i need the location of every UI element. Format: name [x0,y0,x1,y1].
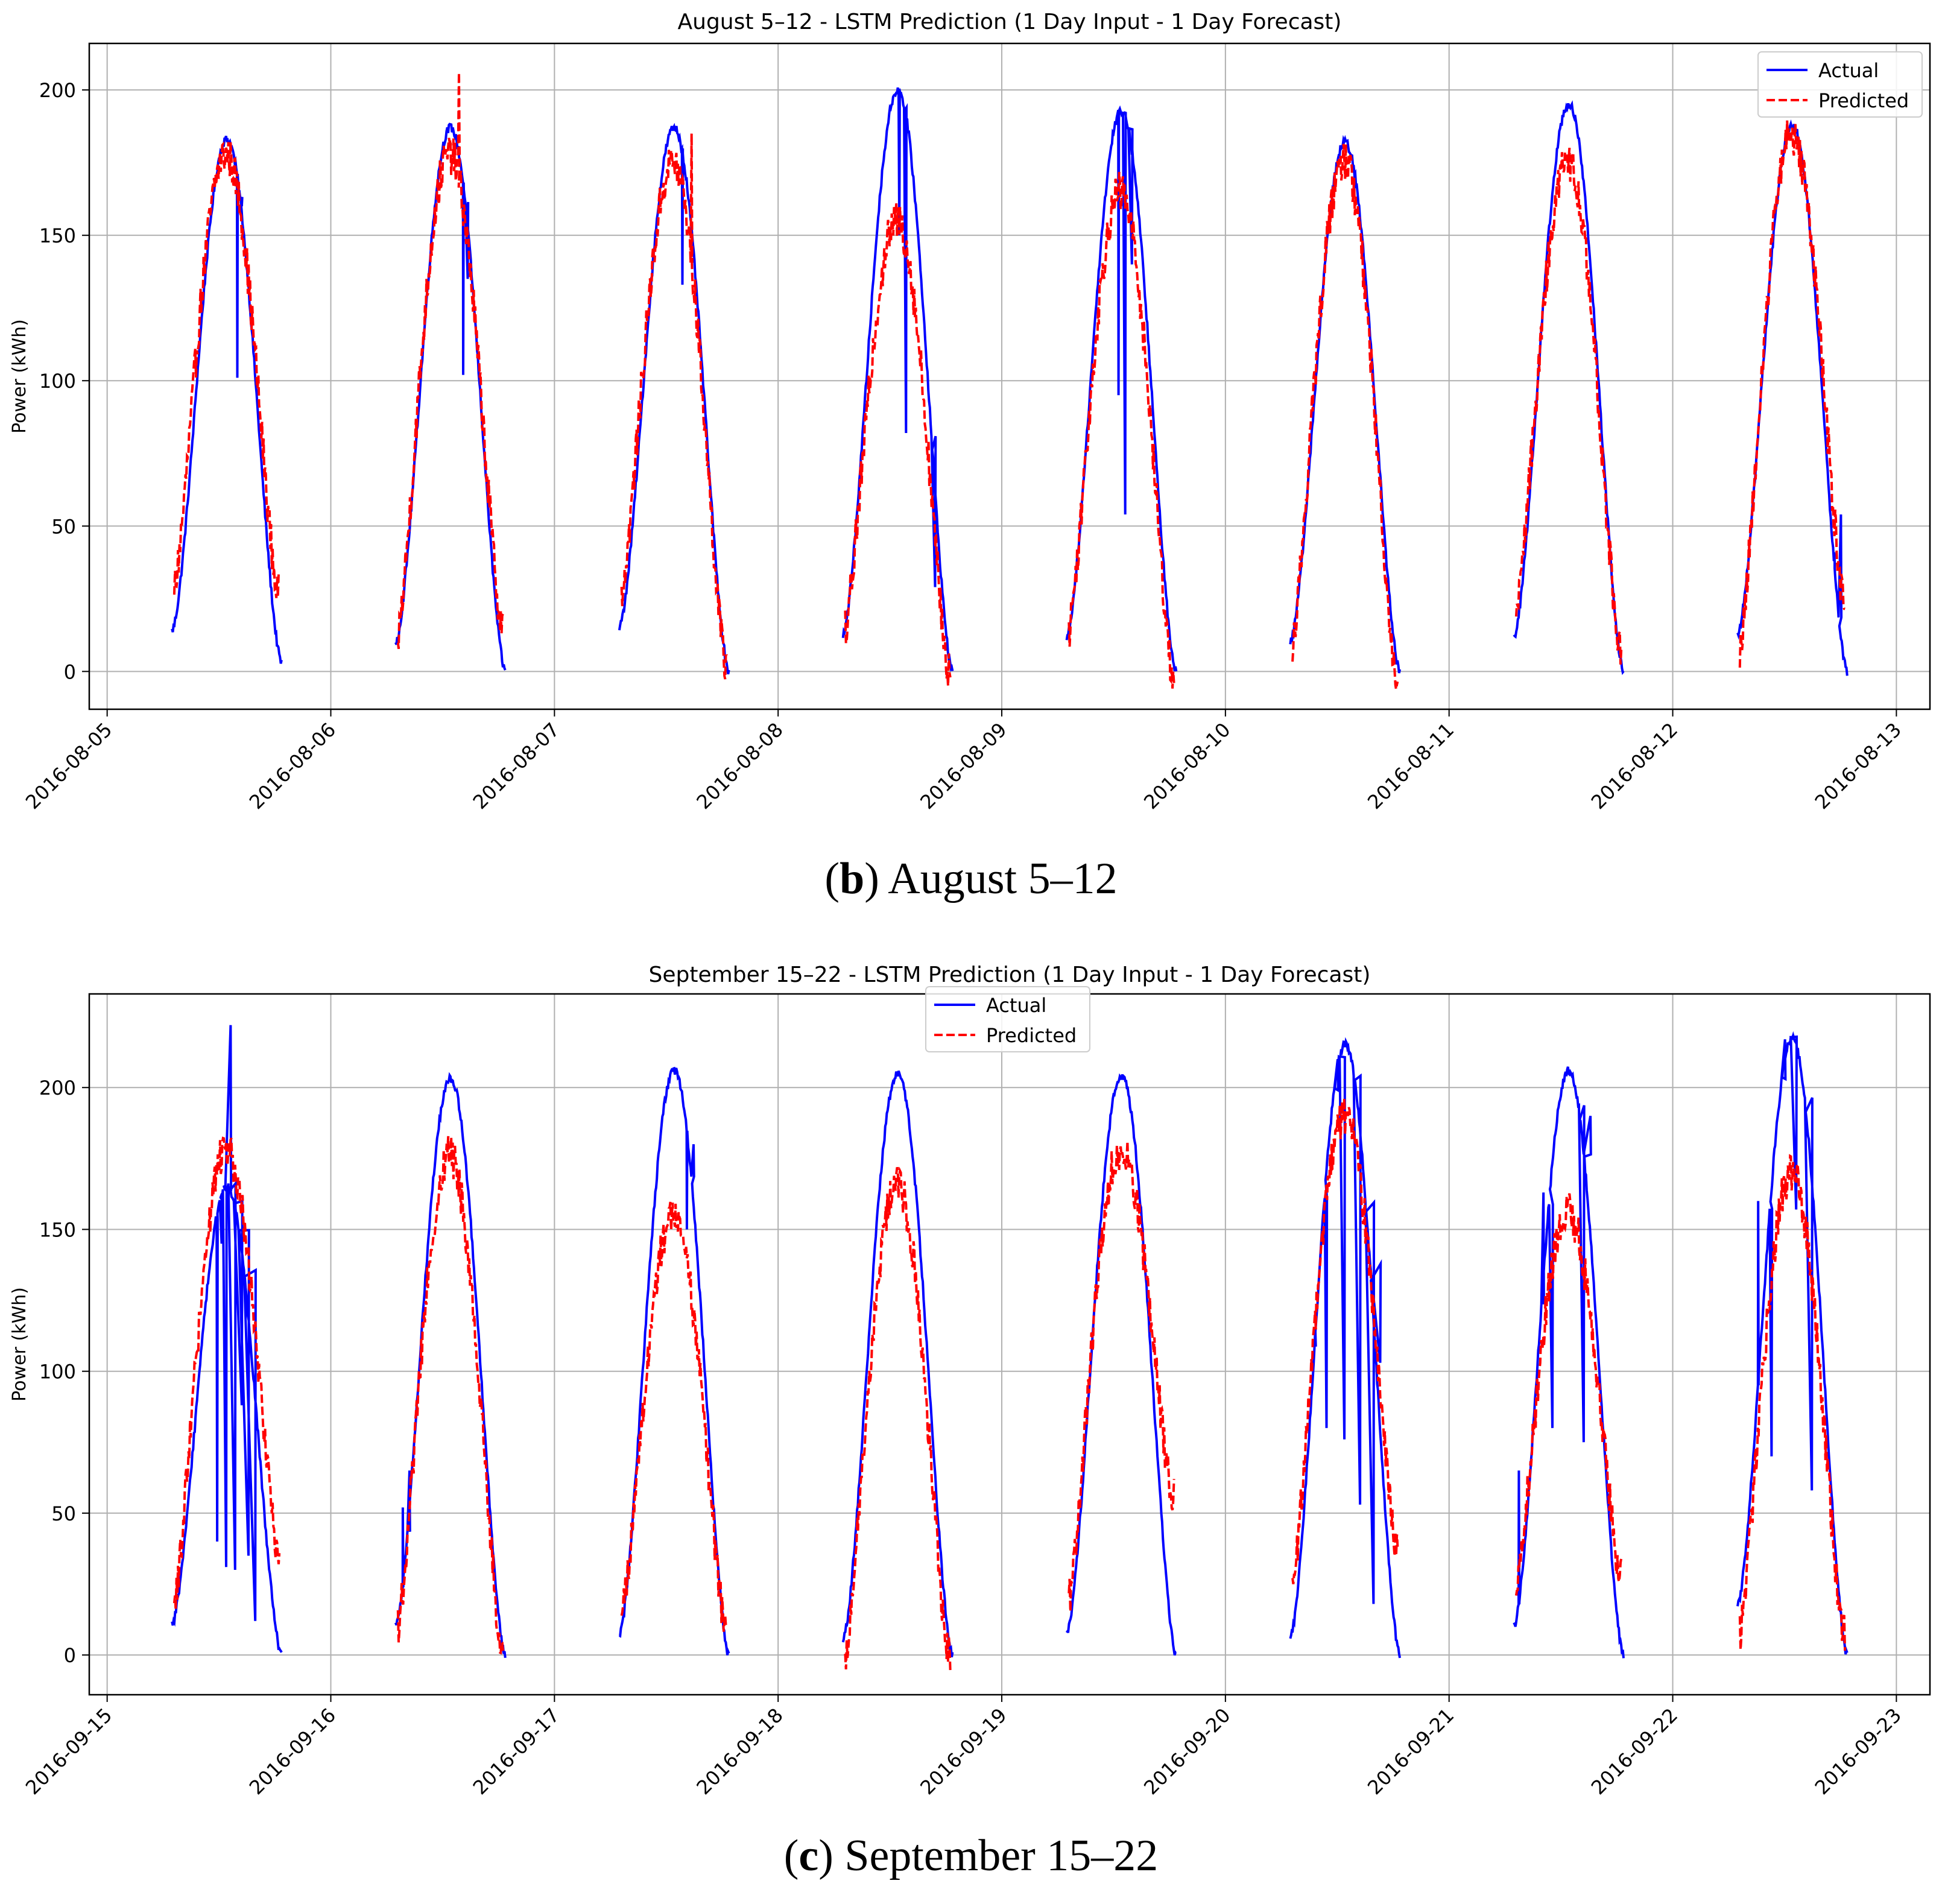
y-axis-label: Power (kWh) [9,1287,30,1402]
legend: Actual Predicted [1757,51,1923,118]
predicted-series-day-8 [1738,1154,1847,1651]
x-tick-label: 2016-09-17 [469,1704,564,1799]
caption-august-text: August 5–12 [888,854,1118,903]
caption-september: (c) September 15–22 [783,1831,1159,1880]
actual-series-day-3 [618,122,730,675]
x-tick-label: 2016-08-11 [1363,718,1458,814]
y-tick-label: 200 [39,1077,76,1099]
plot-frame [88,42,1931,710]
legend-predicted-label: Predicted [986,1024,1077,1047]
actual-series-day-4 [841,1070,954,1658]
x-tick-label: 2016-08-13 [1811,718,1906,814]
predicted-series-day-3 [620,1201,728,1632]
legend-actual-label: Actual [986,994,1046,1017]
actual-series-day-5 [1065,1073,1177,1656]
y-tick-label: 200 [39,79,76,102]
chart-september-svg: September 15–22 - LSTM Prediction (1 Day… [9,965,1931,1799]
legend-predicted-label: Predicted [1818,89,1909,112]
x-tick-label: 2016-09-19 [916,1704,1011,1799]
actual-series-day-1 [171,1025,283,1653]
x-tick-label: 2016-09-18 [692,1704,787,1799]
x-tick-label: 2016-09-16 [245,1704,340,1799]
actual-series-day-8 [1736,1031,1849,1655]
actual-series-day-8 [1736,119,1849,676]
predicted-series-day-2 [396,72,504,650]
x-tick-label: 2016-09-15 [21,1704,116,1799]
actual-series-day-4 [841,87,954,672]
y-tick-label: 0 [64,1644,76,1667]
predicted-series-day-6 [1291,144,1399,690]
actual-series-day-6 [1289,134,1402,674]
chart-september: September 15–22 - LSTM Prediction (1 Day… [0,965,1942,1809]
x-tick-label: 2016-08-08 [692,718,787,814]
predicted-series-day-5 [1067,172,1175,689]
caption-september-text: September 15–22 [844,1831,1159,1880]
y-tick-label: 50 [51,1502,76,1525]
x-tick-label: 2016-08-12 [1587,718,1682,814]
x-tick-label: 2016-08-06 [245,718,340,814]
predicted-series-day-4 [844,201,952,686]
caption-september-letter: c [799,1831,819,1880]
predicted-series-day-6 [1291,1098,1399,1584]
y-tick-label: 150 [39,224,76,247]
y-tick-label: 150 [39,1218,76,1241]
chart-august: August 5–12 - LSTM Prediction (1 Day Inp… [0,0,1942,838]
y-tick-label: 50 [51,515,76,538]
predicted-series-day-1 [172,1136,281,1611]
x-tick-label: 2016-08-07 [469,718,564,814]
chart-august-svg: August 5–12 - LSTM Prediction (1 Day Inp… [9,10,1931,814]
y-tick-label: 0 [64,660,76,683]
plot-frame [88,993,1931,1696]
x-tick-label: 2016-09-20 [1139,1704,1235,1799]
x-tick-label: 2016-09-21 [1363,1704,1458,1799]
caption-august: (b) August 5–12 [824,854,1118,903]
actual-series-day-7 [1513,100,1625,675]
actual-series-day-2 [394,1072,507,1659]
predicted-series-day-2 [396,1136,505,1655]
predicted-series-day-5 [1067,1140,1175,1612]
y-tick-label: 100 [39,1361,76,1384]
legend-actual-label: Actual [1818,59,1879,82]
x-tick-label: 2016-09-22 [1587,1704,1682,1799]
x-tick-label: 2016-08-09 [916,718,1011,814]
chart-title: August 5–12 - LSTM Prediction (1 Day Inp… [678,10,1342,34]
predicted-series-day-8 [1738,120,1846,668]
chart-title: September 15–22 - LSTM Prediction (1 Day… [649,965,1371,987]
x-tick-label: 2016-08-10 [1139,718,1235,814]
predicted-series-day-7 [1514,147,1623,665]
actual-series-day-3 [619,1066,730,1656]
y-axis-label: Power (kWh) [9,319,30,434]
predicted-series-day-3 [620,133,728,680]
actual-series-day-1 [171,135,283,664]
caption-august-letter: b [840,854,865,903]
legend: Actual Predicted [925,986,1090,1052]
x-tick-label: 2016-09-23 [1811,1704,1906,1799]
y-tick-label: 100 [39,370,76,393]
predicted-series-day-7 [1514,1193,1623,1596]
x-tick-label: 2016-08-05 [21,718,116,814]
predicted-series-day-1 [172,141,280,598]
actual-series-day-6 [1289,1037,1402,1659]
actual-series-day-7 [1513,1066,1625,1659]
predicted-series-day-4 [844,1166,952,1672]
actual-series-day-2 [394,122,507,671]
